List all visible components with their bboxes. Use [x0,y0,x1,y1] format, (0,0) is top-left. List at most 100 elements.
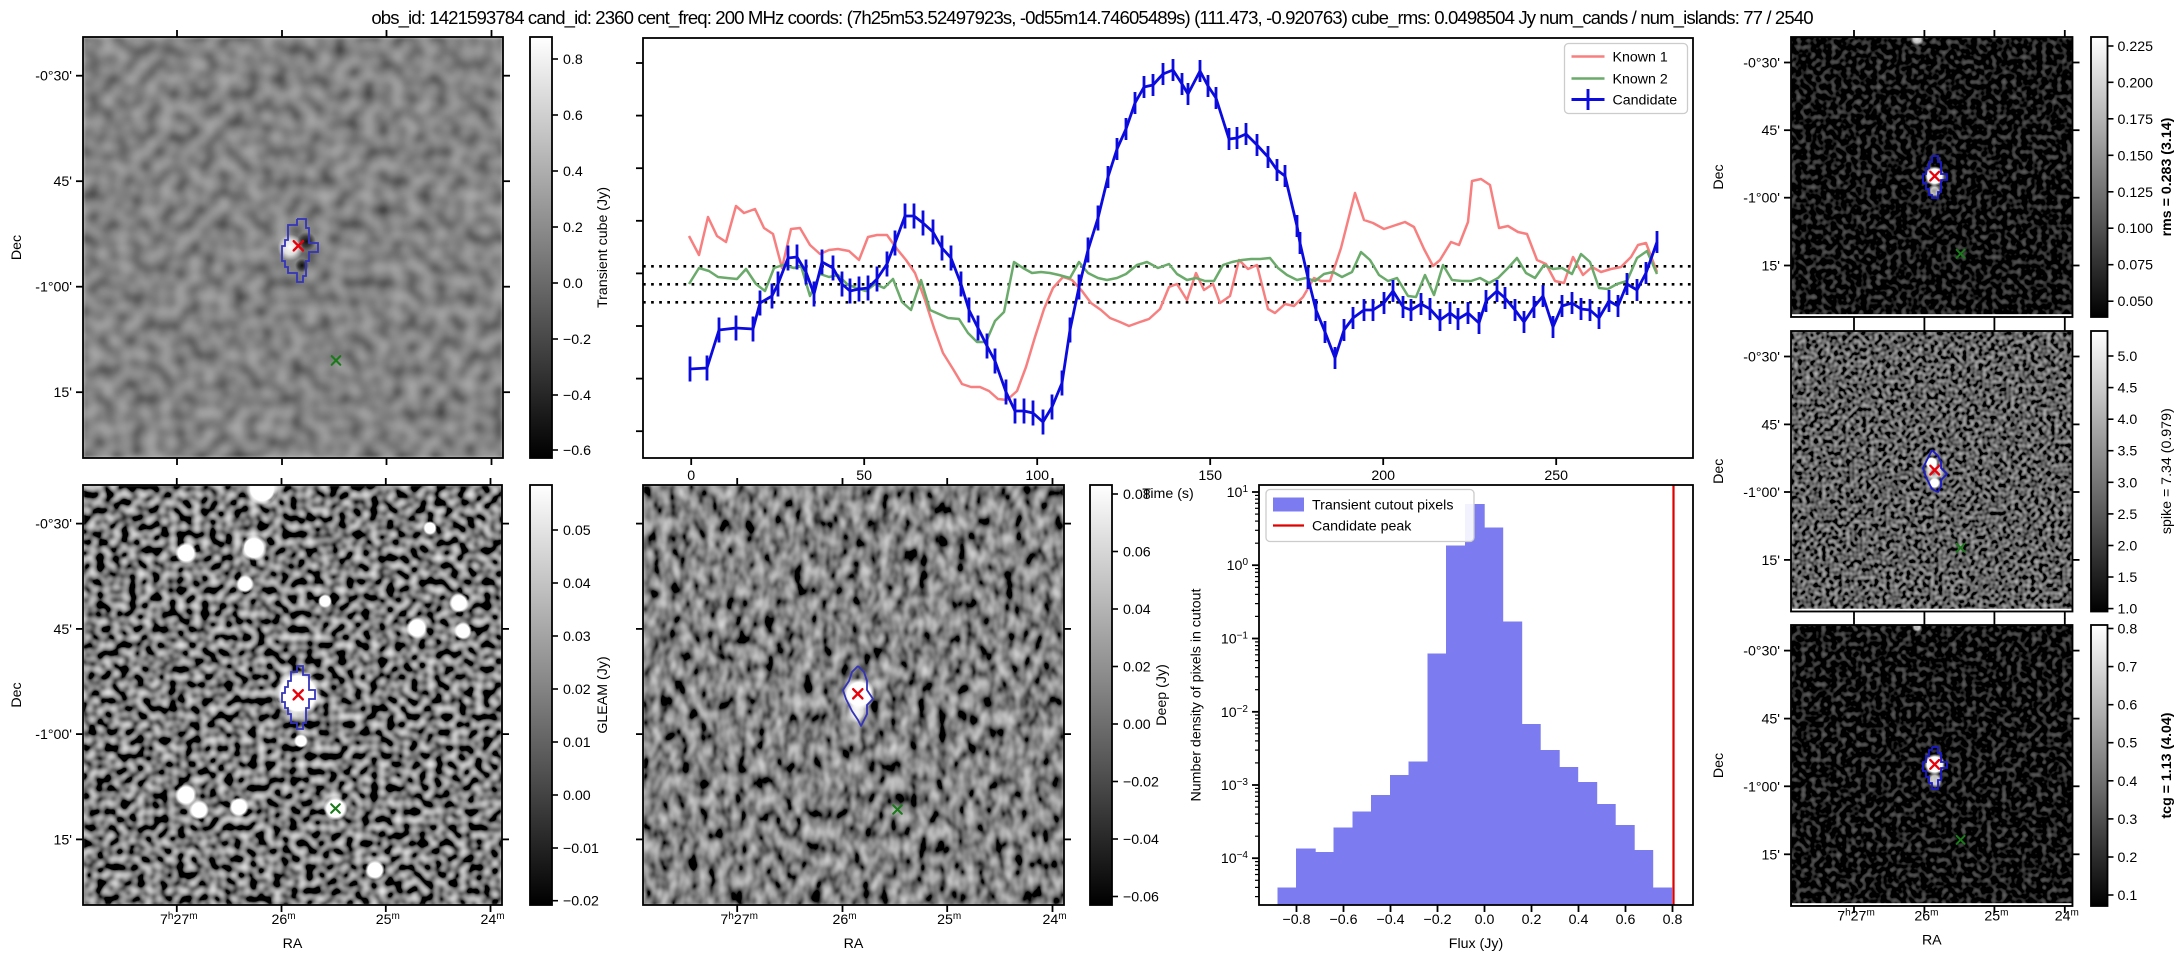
svg-text:1.5: 1.5 [2118,570,2138,586]
svg-text:0.125: 0.125 [2118,185,2154,201]
svg-text:-0°30': -0°30' [35,69,72,85]
svg-text:obs_id: 1421593784 cand_id: 23: obs_id: 1421593784 cand_id: 2360 cent_fr… [371,7,1813,29]
svg-text:0.1: 0.1 [2118,888,2138,904]
svg-text:0.0: 0.0 [1475,912,1495,928]
svg-text:0.8: 0.8 [2118,622,2138,638]
svg-text:0.2: 0.2 [1522,912,1542,928]
svg-text:200: 200 [1371,468,1395,484]
svg-text:0.6: 0.6 [1616,912,1636,928]
svg-text:−0.4: −0.4 [1376,912,1404,928]
svg-text:tcg = 1.13 (4.04): tcg = 1.13 (4.04) [2159,712,2175,818]
svg-text:-1°00': -1°00' [35,727,72,743]
svg-text:Transient cutout pixels: Transient cutout pixels [1312,498,1453,514]
svg-text:0.6: 0.6 [2118,698,2138,714]
svg-text:−0.6: −0.6 [1329,912,1357,928]
svg-text:0.04: 0.04 [563,576,591,592]
svg-text:0.02: 0.02 [563,682,591,698]
svg-text:-0°30': -0°30' [1743,644,1780,660]
svg-text:Dec: Dec [9,235,25,260]
svg-text:RA: RA [1922,933,1942,949]
svg-text:Dec: Dec [1711,164,1727,189]
svg-text:15': 15' [54,832,73,848]
svg-text:0.4: 0.4 [2118,774,2138,790]
svg-text:−0.2: −0.2 [1423,912,1451,928]
svg-text:Known 1: Known 1 [1613,50,1668,66]
svg-text:4.0: 4.0 [2118,412,2138,428]
svg-text:0.05: 0.05 [563,523,591,539]
svg-text:0.2: 0.2 [563,220,583,236]
svg-text:0.00: 0.00 [563,788,591,804]
svg-text:0.200: 0.200 [2118,75,2154,91]
svg-text:−0.2: −0.2 [563,332,591,348]
svg-text:-1°00': -1°00' [1743,191,1780,207]
svg-text:45': 45' [1762,123,1781,139]
svg-text:0.225: 0.225 [2118,39,2154,55]
svg-text:-1°00': -1°00' [35,280,72,296]
svg-text:0: 0 [687,468,695,484]
svg-text:Dec: Dec [9,682,25,707]
svg-text:−0.02: −0.02 [1123,775,1159,791]
svg-text:−0.06: −0.06 [1123,890,1159,906]
svg-text:4.5: 4.5 [2118,381,2138,397]
svg-text:2.5: 2.5 [2118,507,2138,523]
svg-text:45': 45' [1762,417,1781,433]
svg-text:Dec: Dec [1711,753,1727,778]
svg-text:Number density of pixels in cu: Number density of pixels in cutout [1189,588,1205,801]
svg-text:250: 250 [1544,468,1568,484]
svg-text:15': 15' [54,385,73,401]
svg-text:-0°30': -0°30' [1743,56,1780,72]
svg-text:0.5: 0.5 [2118,736,2138,752]
svg-text:0.075: 0.075 [2118,258,2154,274]
svg-text:−0.8: −0.8 [1282,912,1310,928]
svg-text:0.050: 0.050 [2118,294,2154,310]
svg-text:45': 45' [54,174,73,190]
svg-text:-1°00': -1°00' [1743,485,1780,501]
svg-text:3.5: 3.5 [2118,444,2138,460]
svg-text:0.04: 0.04 [1123,602,1151,618]
svg-text:150: 150 [1198,468,1222,484]
svg-text:spike = 7.34 (0.979): spike = 7.34 (0.979) [2159,408,2175,534]
svg-text:−0.02: −0.02 [563,894,599,910]
svg-text:-0°30': -0°30' [1743,350,1780,366]
svg-text:−0.04: −0.04 [1123,832,1159,848]
svg-text:15': 15' [1762,847,1781,863]
svg-text:Dec: Dec [1711,459,1727,484]
svg-text:100: 100 [1025,468,1049,484]
svg-text:Candidate: Candidate [1613,93,1678,109]
svg-text:-0°30': -0°30' [35,517,72,533]
svg-text:0.8: 0.8 [1663,912,1683,928]
svg-text:−0.01: −0.01 [563,841,599,857]
svg-text:0.01: 0.01 [563,735,591,751]
svg-text:45': 45' [1762,712,1781,728]
svg-text:Candidate peak: Candidate peak [1312,519,1412,535]
svg-text:Time (s): Time (s) [1142,486,1194,502]
svg-text:0.02: 0.02 [1123,660,1151,676]
svg-text:0.3: 0.3 [2118,812,2138,828]
svg-text:0.6: 0.6 [563,108,583,124]
svg-text:0.03: 0.03 [563,629,591,645]
svg-text:GLEAM (Jy): GLEAM (Jy) [595,656,611,733]
svg-text:−0.4: −0.4 [563,388,591,404]
svg-text:0.8: 0.8 [563,52,583,68]
svg-text:0.7: 0.7 [2118,660,2138,676]
svg-text:0.08: 0.08 [1123,487,1151,503]
svg-text:5.0: 5.0 [2118,349,2138,365]
svg-text:Known 2: Known 2 [1613,72,1668,88]
svg-text:0.0: 0.0 [563,276,583,292]
svg-text:Deep (Jy): Deep (Jy) [1154,664,1170,726]
svg-text:RA: RA [283,936,303,952]
svg-text:Flux (Jy): Flux (Jy) [1449,936,1503,952]
svg-text:0.100: 0.100 [2118,221,2154,237]
svg-text:0.150: 0.150 [2118,148,2154,164]
svg-text:1.0: 1.0 [2118,602,2138,618]
svg-text:0.4: 0.4 [563,164,583,180]
svg-text:15': 15' [1762,259,1781,275]
svg-text:rms = 0.283 (3.14): rms = 0.283 (3.14) [2159,117,2175,236]
svg-text:0.2: 0.2 [2118,850,2138,866]
svg-text:RA: RA [844,936,864,952]
svg-text:Transient cube (Jy): Transient cube (Jy) [595,187,611,308]
svg-text:0.00: 0.00 [1123,717,1151,733]
svg-text:-1°00': -1°00' [1743,779,1780,795]
svg-text:50: 50 [856,468,872,484]
svg-text:0.4: 0.4 [1569,912,1589,928]
